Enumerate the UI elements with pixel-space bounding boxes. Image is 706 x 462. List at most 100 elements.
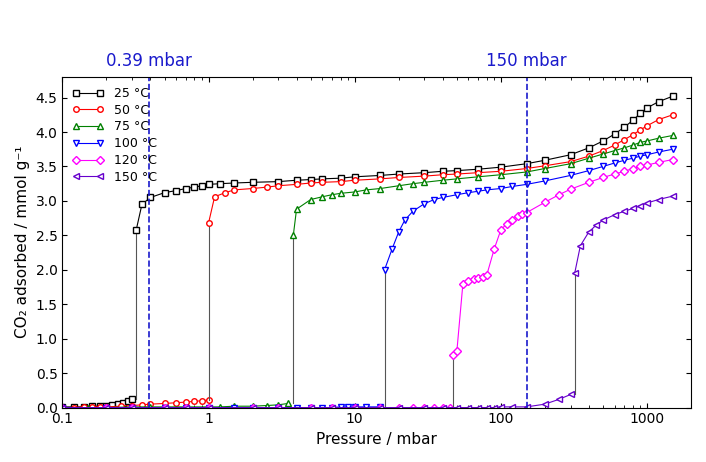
25 °C <box>70 404 78 410</box>
25 °C <box>58 404 66 410</box>
120 °C <box>58 405 66 410</box>
75 °C <box>160 404 169 410</box>
25 °C <box>88 403 97 409</box>
100 °C <box>328 405 336 410</box>
100 °C <box>344 404 352 410</box>
100 °C <box>274 405 282 410</box>
100 °C <box>128 405 136 410</box>
150 °C <box>350 405 359 410</box>
120 °C <box>128 405 136 410</box>
100 °C <box>362 404 371 410</box>
Line: 100 °C: 100 °C <box>59 404 383 410</box>
100 °C <box>204 405 213 410</box>
25 °C <box>80 404 88 410</box>
100 °C <box>249 405 257 410</box>
75 °C <box>102 405 111 410</box>
120 °C <box>376 405 385 410</box>
Line: 150 °C: 150 °C <box>59 392 573 410</box>
50 °C <box>88 404 97 410</box>
150 °C <box>453 405 461 410</box>
75 °C <box>216 404 225 410</box>
100 °C <box>58 405 66 410</box>
150 °C <box>395 405 403 410</box>
25 °C <box>124 399 132 404</box>
150 °C <box>204 405 213 410</box>
25 °C <box>128 396 136 402</box>
100 °C <box>376 404 385 410</box>
150 °C <box>328 405 336 410</box>
50 °C <box>80 404 88 410</box>
50 °C <box>198 398 206 403</box>
Text: 0.39 mbar: 0.39 mbar <box>106 52 192 70</box>
50 °C <box>116 403 125 409</box>
X-axis label: Pressure / mbar: Pressure / mbar <box>316 432 437 447</box>
25 °C <box>108 402 116 407</box>
50 °C <box>190 399 198 404</box>
120 °C <box>438 405 447 410</box>
50 °C <box>70 405 78 410</box>
150 °C <box>274 405 282 410</box>
75 °C <box>263 403 271 408</box>
50 °C <box>95 404 104 410</box>
120 °C <box>204 405 213 410</box>
150 °C <box>58 405 66 410</box>
25 °C <box>95 403 104 409</box>
Line: 75 °C: 75 °C <box>59 401 291 410</box>
120 °C <box>181 405 190 410</box>
150 °C <box>508 404 517 410</box>
120 °C <box>306 405 315 410</box>
50 °C <box>204 397 213 403</box>
75 °C <box>230 403 239 409</box>
120 °C <box>409 405 417 410</box>
120 °C <box>395 405 403 410</box>
Legend: 25 °C, 50 °C, 75 °C, 100 °C, 120 °C, 150 °C: 25 °C, 50 °C, 75 °C, 100 °C, 120 °C, 150… <box>68 83 160 188</box>
150 °C <box>376 405 385 410</box>
75 °C <box>274 402 282 407</box>
150 °C <box>306 405 315 410</box>
100 °C <box>292 405 301 410</box>
150 °C <box>555 396 563 402</box>
120 °C <box>446 405 455 410</box>
120 °C <box>274 405 282 410</box>
100 °C <box>336 404 345 410</box>
75 °C <box>284 401 292 406</box>
50 °C <box>128 403 136 408</box>
75 °C <box>84 405 92 410</box>
100 °C <box>102 405 111 410</box>
120 °C <box>350 405 359 410</box>
150 °C <box>420 405 429 410</box>
75 °C <box>58 405 66 410</box>
Line: 50 °C: 50 °C <box>59 397 211 410</box>
Text: 150 mbar: 150 mbar <box>486 52 567 70</box>
100 °C <box>230 405 239 410</box>
50 °C <box>138 402 146 407</box>
50 °C <box>160 401 169 406</box>
120 °C <box>430 405 438 410</box>
75 °C <box>181 404 190 410</box>
150 °C <box>128 405 136 410</box>
150 °C <box>482 405 491 410</box>
100 °C <box>181 405 190 410</box>
50 °C <box>58 405 66 410</box>
75 °C <box>249 403 257 409</box>
150 °C <box>181 405 190 410</box>
75 °C <box>204 404 213 410</box>
25 °C <box>114 401 122 407</box>
Line: 25 °C: 25 °C <box>59 396 135 410</box>
120 °C <box>160 405 169 410</box>
150 °C <box>522 404 531 410</box>
100 °C <box>160 405 169 410</box>
150 °C <box>160 405 169 410</box>
120 °C <box>249 405 257 410</box>
25 °C <box>119 400 127 406</box>
Y-axis label: CO₂ adsorbed / mmol g⁻¹: CO₂ adsorbed / mmol g⁻¹ <box>15 146 30 339</box>
100 °C <box>318 405 326 410</box>
150 °C <box>465 405 473 410</box>
25 °C <box>102 403 111 408</box>
150 °C <box>438 405 447 410</box>
150 °C <box>541 401 549 407</box>
100 °C <box>350 404 359 410</box>
120 °C <box>102 405 111 410</box>
150 °C <box>102 405 111 410</box>
75 °C <box>128 404 136 410</box>
